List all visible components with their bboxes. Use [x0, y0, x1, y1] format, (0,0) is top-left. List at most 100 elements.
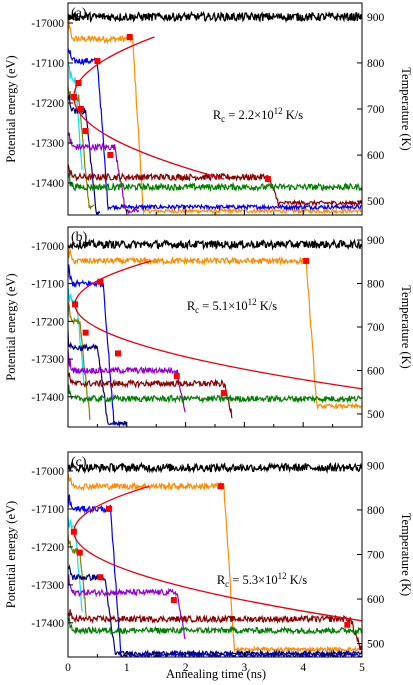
- y-right-axis-label: Temperature (K): [399, 67, 413, 150]
- cooling-rate-label: Rc = 2.2×1012 K/s: [213, 106, 303, 124]
- fit-marker-6: [303, 257, 310, 264]
- fit-marker-4: [94, 58, 101, 64]
- y-left-tick-label-2: -17200: [31, 98, 64, 110]
- y-left-tick-label-3: -17300: [31, 580, 64, 592]
- y-right-tick-label-2: 700: [367, 322, 385, 334]
- fit-marker-5: [217, 483, 224, 490]
- y-left-tick-label-1: -17100: [31, 279, 64, 291]
- y-left-tick-label-4: -17400: [31, 178, 64, 190]
- energy-series-6: [68, 609, 362, 651]
- y-right-tick-label-1: 800: [367, 279, 385, 291]
- energy-series-0: [68, 18, 362, 215]
- temperature-line: [68, 10, 362, 24]
- y-left-tick-label-0: -17000: [31, 241, 64, 253]
- plot-area: [68, 10, 362, 215]
- y-right-tick-label-3: 600: [367, 150, 385, 162]
- y-right-tick-label-0: 900: [367, 235, 385, 247]
- y-right-tick-label-3: 600: [367, 594, 385, 606]
- energy-series-3: [68, 303, 91, 420]
- panel-c: -17000 -17100 -17200 -17300 -17400 900 800 700 6…: [4, 451, 413, 674]
- y-left-tick-label-0: -17000: [31, 466, 64, 478]
- y-left-tick-label-3: -17300: [31, 138, 64, 150]
- y-left-tick-label-3: -17300: [31, 354, 64, 366]
- plot-frame: [67, 451, 363, 658]
- cooling-rate-label: Rc = 5.3×1012 K/s: [217, 571, 307, 589]
- energy-series-1: [68, 47, 362, 212]
- energy-series-4: [68, 564, 362, 657]
- fit-marker-4: [170, 597, 177, 604]
- energy-series-6: [68, 372, 233, 419]
- y-left-axis-label: Potential energy (eV): [4, 55, 18, 162]
- cooling-rate-label: Rc = 5.1×1012 K/s: [187, 297, 277, 315]
- y-right-tick-label-3: 600: [367, 365, 385, 377]
- y-left-tick-label-4: -17400: [31, 618, 64, 630]
- plot-area: [68, 238, 362, 427]
- fit-curve: [74, 260, 362, 390]
- y-left-axis-label: Potential energy (eV): [4, 501, 18, 608]
- energy-series-5: [68, 574, 186, 640]
- y-left-tick-label-2: -17200: [31, 542, 64, 554]
- fit-curve: [73, 485, 362, 622]
- x-tick-label-0: 0: [65, 662, 71, 674]
- fit-marker-1: [75, 80, 82, 86]
- fit-marker-2: [97, 278, 104, 285]
- y-right-tick-label-0: 900: [367, 12, 385, 24]
- y-left-tick-label-2: -17200: [31, 316, 64, 328]
- y-right-tick-label-2: 700: [367, 104, 385, 116]
- x-tick-label-5: 5: [359, 662, 365, 674]
- fit-marker-5: [107, 152, 114, 158]
- x-tick-label-4: 4: [300, 662, 306, 674]
- energy-series-7: [68, 616, 362, 636]
- plot-area: [68, 461, 362, 657]
- fit-marker-6: [126, 34, 133, 40]
- fit-marker-3: [114, 350, 121, 357]
- energy-series-2: [68, 63, 83, 170]
- y-right-axis-label: Temperature (K): [399, 285, 413, 368]
- energy-series-5: [68, 348, 186, 413]
- x-axis-label: Annealing time (ns): [166, 667, 266, 681]
- energy-series-4: [68, 330, 128, 426]
- fit-marker-1: [76, 549, 83, 556]
- panel-b: -17000 -17100 -17200 -17300 -17400 900 800 700 6…: [4, 226, 413, 428]
- panel-letter: (c): [71, 455, 87, 470]
- y-right-tick-label-1: 800: [367, 58, 385, 70]
- y-right-tick-label-4: 500: [367, 196, 385, 208]
- y-left-tick-label-1: -17100: [31, 58, 64, 70]
- y-left-tick-label-0: -17000: [31, 18, 64, 30]
- temperature-line: [68, 238, 362, 251]
- panel-letter: (b): [71, 230, 88, 245]
- y-left-tick-label-4: -17400: [31, 392, 64, 404]
- y-left-axis-label: Potential energy (eV): [4, 273, 18, 380]
- fit-marker-3: [106, 505, 113, 512]
- x-tick-label-3: 3: [242, 662, 248, 674]
- energy-series-0: [68, 244, 362, 411]
- y-right-tick-label-0: 900: [367, 460, 385, 472]
- fit-marker-2: [97, 574, 104, 581]
- temperature-line: [68, 461, 362, 475]
- fit-marker-0: [70, 528, 77, 535]
- fit-marker-1: [82, 329, 89, 336]
- energy-series-0: [68, 474, 362, 654]
- y-right-tick-label-1: 800: [367, 505, 385, 517]
- fit-marker-7: [264, 176, 271, 182]
- panel-a: -17000 -17100 -17200 -17300 -17400 900 800 700 6…: [4, 2, 413, 216]
- x-tick-label-2: 2: [183, 662, 189, 674]
- y-right-tick-label-4: 500: [367, 639, 385, 651]
- energy-series-6: [68, 163, 362, 208]
- y-right-axis-label: Temperature (K): [399, 513, 413, 596]
- y-left-tick-label-1: -17100: [31, 504, 64, 516]
- fit-marker-3: [82, 128, 89, 134]
- fit-marker-5: [220, 390, 227, 397]
- panel-letter: (a): [71, 6, 87, 21]
- energy-series-3: [68, 533, 87, 618]
- energy-series-7: [68, 172, 362, 193]
- y-right-tick-label-2: 700: [367, 550, 385, 562]
- fit-marker-0: [70, 94, 77, 100]
- x-tick-label-1: 1: [124, 662, 130, 674]
- fit-marker-0: [72, 301, 79, 308]
- fit-marker-2: [77, 106, 84, 112]
- fit-marker-6: [344, 621, 351, 628]
- fit-curve: [73, 36, 225, 180]
- y-right-tick-label-4: 500: [367, 409, 385, 421]
